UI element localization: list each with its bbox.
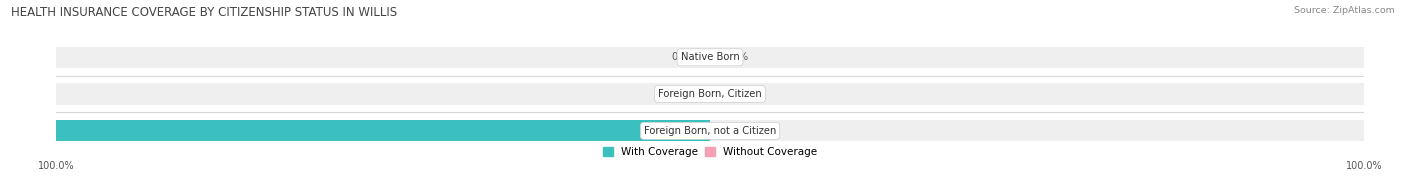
Bar [56, 47, 1364, 68]
Text: Foreign Born, Citizen: Foreign Born, Citizen [658, 89, 762, 99]
Text: Native Born: Native Born [681, 52, 740, 62]
Text: 100.0%: 100.0% [659, 126, 697, 136]
Text: 0.0%: 0.0% [672, 89, 697, 99]
Text: Foreign Born, not a Citizen: Foreign Born, not a Citizen [644, 126, 776, 136]
Bar [56, 83, 1364, 105]
Text: 0.0%: 0.0% [723, 89, 748, 99]
Text: HEALTH INSURANCE COVERAGE BY CITIZENSHIP STATUS IN WILLIS: HEALTH INSURANCE COVERAGE BY CITIZENSHIP… [11, 6, 398, 19]
Bar [56, 120, 710, 142]
Text: 0.0%: 0.0% [723, 126, 748, 136]
Text: Source: ZipAtlas.com: Source: ZipAtlas.com [1294, 6, 1395, 15]
Text: 0.0%: 0.0% [672, 52, 697, 62]
Text: 0.0%: 0.0% [723, 52, 748, 62]
Legend: With Coverage, Without Coverage: With Coverage, Without Coverage [603, 147, 817, 157]
Bar [56, 120, 1364, 142]
